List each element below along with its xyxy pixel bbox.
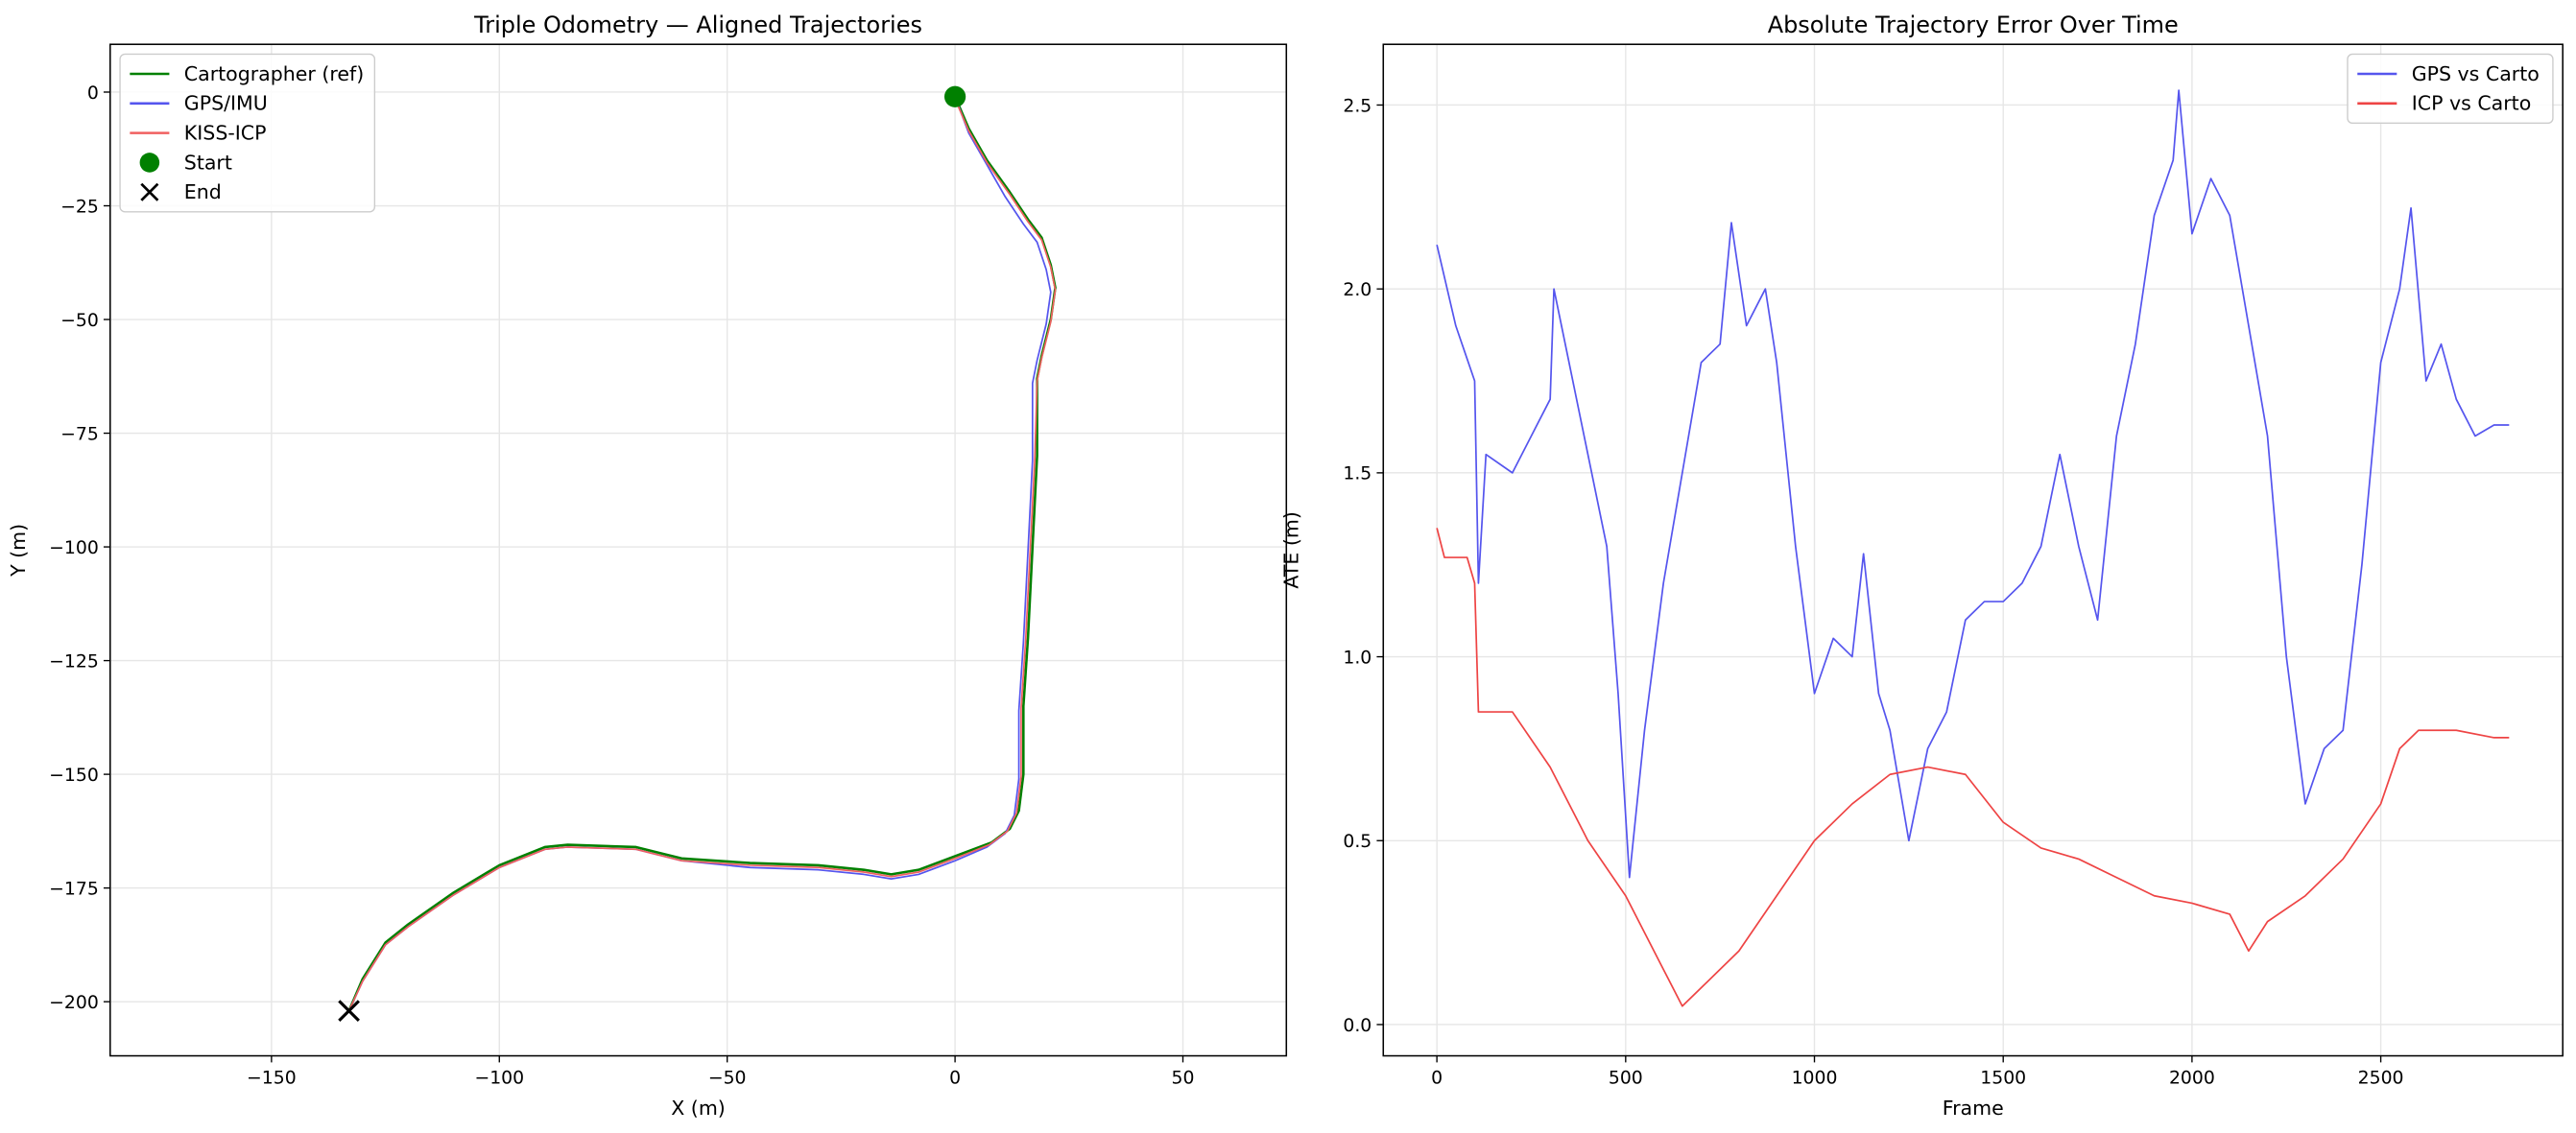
series-line <box>347 96 1052 1011</box>
y-tick-label: −50 <box>60 311 99 331</box>
y-tick-label: 1.5 <box>1343 464 1371 484</box>
x-tick-label: −150 <box>247 1069 297 1089</box>
y-tick-label: 1.0 <box>1343 648 1371 668</box>
legend-marker <box>140 182 159 201</box>
legend-label: End <box>184 180 222 203</box>
series-line <box>1436 528 2510 1007</box>
y-tick-label: 2.0 <box>1343 280 1371 300</box>
x-tick-label: 1500 <box>1980 1069 2026 1089</box>
legend-label: KISS-ICP <box>184 121 267 144</box>
x-tick-label: 50 <box>1172 1069 1195 1089</box>
x-tick-label: −50 <box>708 1069 747 1089</box>
axes-frame <box>1382 43 2564 1057</box>
plot-area <box>1436 89 2510 1007</box>
subplot: Triple Odometry — Aligned Trajectories X … <box>7 12 1288 1120</box>
x-tick-label: 1000 <box>1792 1069 1838 1089</box>
legend: Cartographer (ref) GPS/IMU KISS-ICP Start En… <box>119 53 376 213</box>
x-axis-label: X (m) <box>671 1097 726 1120</box>
x-tick-label: 2500 <box>2358 1069 2404 1089</box>
legend-marker <box>139 153 160 173</box>
x-tick-label: 500 <box>1609 1069 1643 1089</box>
legend-box <box>119 53 376 213</box>
x-tick-label: 2000 <box>2169 1069 2215 1089</box>
legend-label: GPS vs Carto <box>2412 62 2540 85</box>
end-marker <box>338 1000 360 1022</box>
y-tick-label: 0.0 <box>1343 1016 1371 1036</box>
y-tick-label: −75 <box>60 424 99 444</box>
y-tick-label: −100 <box>49 538 99 558</box>
y-tick-label: −200 <box>49 993 99 1013</box>
y-tick-label: 0 <box>87 83 99 104</box>
subplot: Absolute Trajectory Error Over Time Frame… <box>1279 12 2564 1120</box>
legend: GPS vs Carto ICP vs Carto <box>2347 53 2554 125</box>
axes-frame <box>109 43 1288 1057</box>
series-line <box>347 96 1057 1012</box>
x-tick-label: 0 <box>1431 1069 1443 1089</box>
chart-title: Absolute Trajectory Error Over Time <box>1768 12 2179 38</box>
y-tick-label: 2.5 <box>1343 96 1371 116</box>
x-tick-label: 0 <box>949 1069 961 1089</box>
chart-title: Triple Odometry — Aligned Trajectories <box>473 12 922 38</box>
x-axis-label: Frame <box>1943 1097 2004 1120</box>
plot-area <box>338 85 1057 1022</box>
y-tick-label: −175 <box>49 879 99 899</box>
start-marker <box>943 85 966 107</box>
legend-label: GPS/IMU <box>184 92 268 115</box>
legend-label: ICP vs Carto <box>2412 92 2532 115</box>
y-tick-label: 0.5 <box>1343 832 1371 852</box>
y-tick-label: −25 <box>60 197 99 217</box>
series-line <box>347 98 1057 1011</box>
legend-label: Cartographer (ref) <box>184 62 364 85</box>
series-line <box>1436 89 2510 879</box>
legend-box <box>2347 53 2554 125</box>
y-axis-label: ATE (m) <box>1279 511 1302 588</box>
y-tick-label: −150 <box>49 766 99 786</box>
y-axis-label: Y (m) <box>7 524 30 578</box>
x-tick-label: −100 <box>474 1069 524 1089</box>
legend-label: Start <box>184 151 232 174</box>
y-tick-label: −125 <box>49 651 99 672</box>
